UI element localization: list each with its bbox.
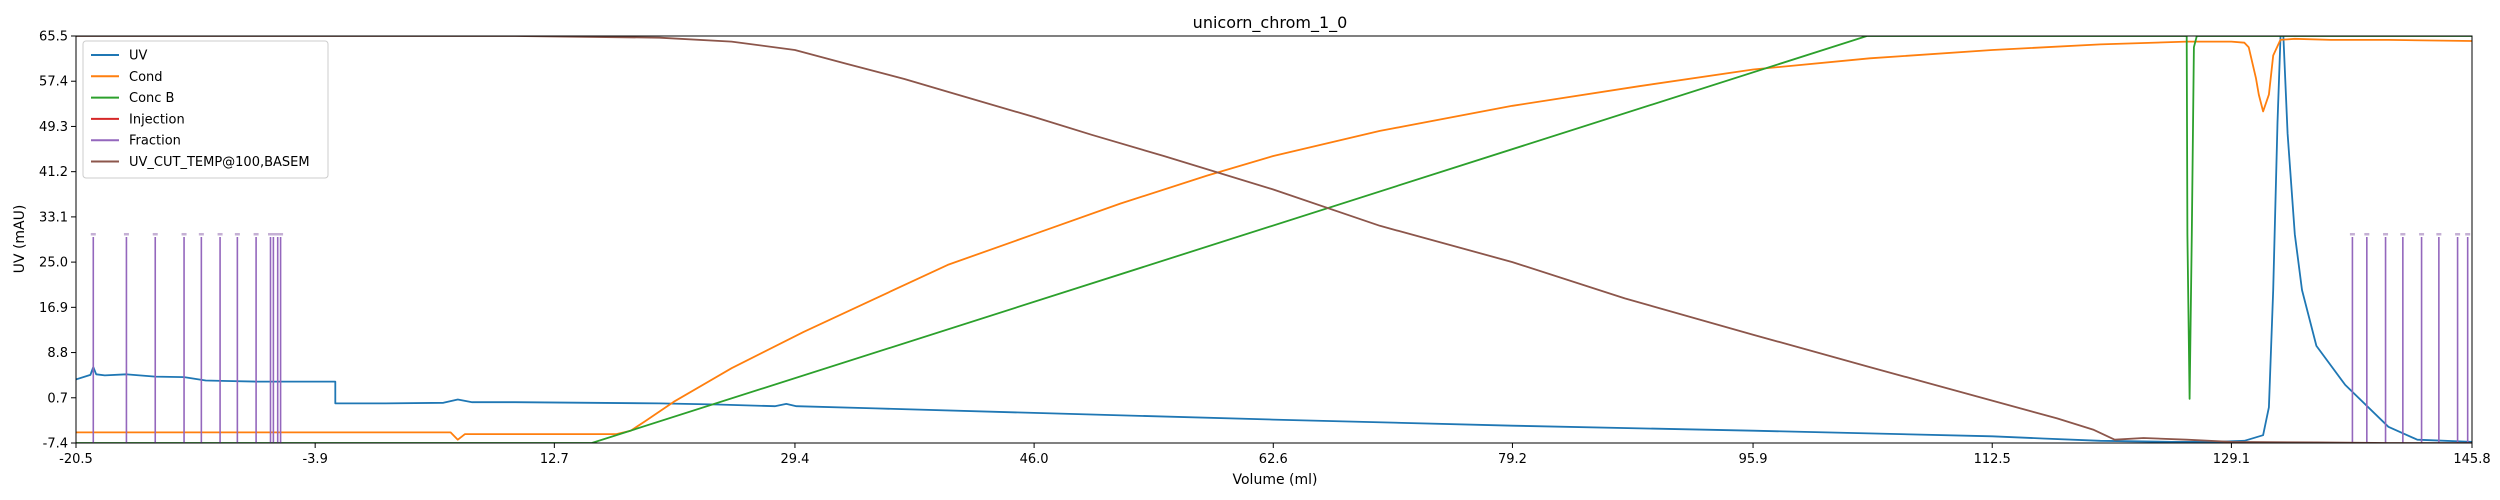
fraction-marker-label — [2383, 232, 2389, 236]
fraction-marker-label — [198, 232, 204, 236]
y-tick-label: 0.7 — [47, 391, 68, 406]
chart-title: unicorn_chrom_1_0 — [1193, 13, 1348, 33]
fraction-marker-label — [2455, 232, 2461, 236]
fraction-marker-label — [2400, 232, 2406, 236]
x-tick-label: 46.0 — [1020, 452, 1049, 467]
legend-label-uv: UV — [129, 49, 148, 64]
x-tick-label: 29.4 — [780, 452, 809, 467]
fraction-marker-label — [2364, 232, 2370, 236]
fraction-marker-label — [253, 232, 259, 236]
x-tick-label: 145.8 — [2453, 452, 2490, 467]
fraction-marker-label — [217, 232, 223, 236]
x-tick-label: 95.9 — [1739, 452, 1768, 467]
legend-label-fraction: Fraction — [129, 134, 181, 149]
legend-label-conc-b: Conc B — [129, 91, 174, 106]
plot-frame — [75, 35, 2473, 444]
x-tick-label: 79.2 — [1498, 452, 1527, 467]
series-layer — [76, 36, 2472, 443]
x-tick-label: -20.5 — [59, 452, 93, 467]
legend-label-injection: Injection — [129, 112, 185, 127]
fraction-marker-label — [278, 232, 284, 236]
y-axis: -7.4 0.7 8.8 16.9 25.0 33.1 41.2 49.3 57.4 65.5 — [39, 30, 76, 452]
fraction-marker-label — [90, 232, 96, 236]
x-tick-label: 62.6 — [1259, 452, 1288, 467]
legend-label-uv-cut-temp-100-basem: UV_CUT_TEMP@100,BASEM — [129, 155, 310, 170]
fraction-marker-label — [268, 232, 274, 236]
y-tick-label: 49.3 — [39, 120, 68, 135]
legend: UV Cond Conc B Injection Fraction UV_CUT_TEMP… — [82, 40, 329, 179]
y-tick-label: 16.9 — [39, 301, 68, 316]
y-tick-label: 57.4 — [39, 75, 68, 90]
fraction-marker-label — [2349, 232, 2355, 236]
x-tick-label: -3.9 — [302, 452, 327, 467]
y-tick-label: 41.2 — [39, 165, 68, 180]
fraction-marker-label — [181, 232, 187, 236]
x-tick-label: 112.5 — [1974, 452, 2011, 467]
y-tick-label: -7.4 — [43, 437, 68, 452]
fraction-marker-label — [152, 232, 158, 236]
x-tick-label: 12.7 — [540, 452, 569, 467]
fraction-label-layer — [90, 232, 2471, 236]
series-line-conc-b — [76, 36, 2472, 443]
y-tick-label: 65.5 — [39, 30, 68, 45]
fraction-marker-label — [234, 232, 240, 236]
y-tick-label: 33.1 — [39, 210, 68, 225]
y-tick-label: 8.8 — [47, 346, 68, 361]
fraction-marker-label — [2419, 232, 2425, 236]
fraction-marker-label — [2436, 232, 2442, 236]
series-line-uv-cut-temp-100-basem — [76, 36, 2472, 443]
y-tick-label: 25.0 — [39, 256, 68, 271]
fraction-marker-label — [275, 232, 281, 236]
legend-label-cond: Cond — [129, 70, 163, 85]
legend-box — [82, 40, 329, 179]
fraction-marker-label — [2465, 232, 2471, 236]
x-axis-title: Volume (ml) — [1233, 472, 1318, 488]
x-tick-label: 129.1 — [2213, 452, 2250, 467]
fraction-marker-label — [123, 232, 129, 236]
fraction-marker-label — [270, 232, 276, 236]
y-axis-title: UV (mAU) — [12, 205, 28, 274]
x-axis: -20.5 -3.9 12.7 29.4 46.0 62.6 79.2 95.9 112.5 12… — [59, 443, 2491, 467]
